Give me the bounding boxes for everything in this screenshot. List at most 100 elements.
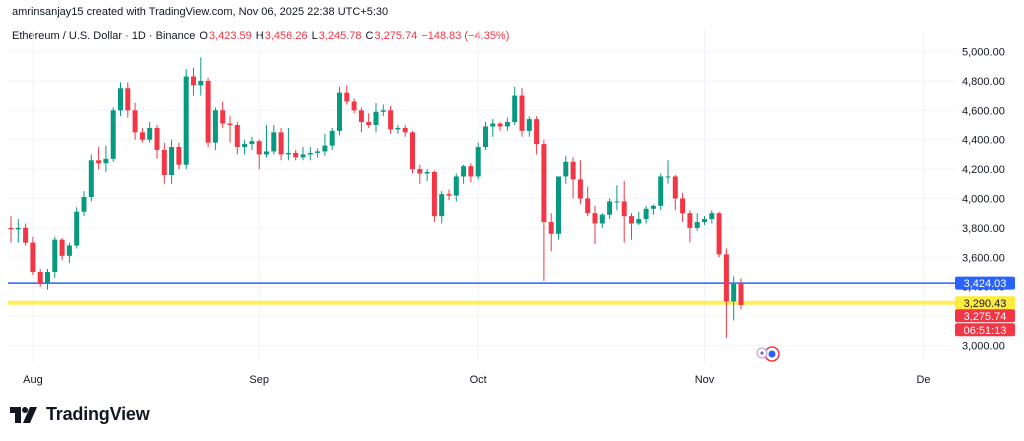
candle-body[interactable]: [548, 222, 554, 234]
candle-body[interactable]: [461, 166, 467, 177]
candle-body[interactable]: [103, 158, 109, 164]
candle-body[interactable]: [519, 95, 525, 131]
candle-body[interactable]: [125, 88, 131, 111]
candle-body[interactable]: [504, 122, 510, 127]
candle-body[interactable]: [52, 239, 58, 272]
candle-body[interactable]: [614, 201, 620, 203]
candle-body[interactable]: [147, 127, 153, 140]
candle-body[interactable]: [373, 111, 379, 125]
candle-body[interactable]: [483, 126, 488, 148]
candle-body[interactable]: [621, 201, 627, 217]
candle-body[interactable]: [198, 80, 204, 86]
candle-body[interactable]: [176, 147, 182, 165]
candle-body[interactable]: [234, 125, 240, 148]
tradingview-logo[interactable]: TradingView: [10, 404, 150, 425]
candle-body[interactable]: [687, 213, 693, 228]
candle-body[interactable]: [570, 161, 576, 180]
candle-body[interactable]: [66, 245, 72, 256]
candle-body[interactable]: [8, 227, 14, 230]
candle-body[interactable]: [169, 147, 175, 175]
candle-body[interactable]: [96, 160, 102, 164]
price-chart[interactable]: 3,000.003,200.003,400.003,600.003,800.00…: [0, 0, 1024, 395]
candle-body[interactable]: [672, 176, 678, 199]
candle-body[interactable]: [490, 123, 496, 127]
candle-body[interactable]: [242, 144, 248, 148]
candle-body[interactable]: [264, 151, 269, 155]
candle-body[interactable]: [402, 127, 408, 133]
candle-body[interactable]: [307, 152, 313, 155]
candle-body[interactable]: [191, 76, 196, 86]
candle-body[interactable]: [702, 219, 707, 223]
candle-body[interactable]: [45, 272, 50, 284]
candle-body[interactable]: [541, 144, 547, 223]
candle-body[interactable]: [81, 197, 87, 212]
candle-body[interactable]: [534, 119, 540, 145]
candle-body[interactable]: [731, 283, 737, 302]
candle-body[interactable]: [577, 179, 583, 199]
candle-body[interactable]: [256, 141, 262, 155]
candle-body[interactable]: [599, 214, 605, 224]
candle-body[interactable]: [220, 110, 226, 124]
candle-body[interactable]: [563, 161, 569, 177]
candle-body[interactable]: [497, 123, 503, 127]
candle-body[interactable]: [395, 127, 401, 130]
candle-body[interactable]: [358, 110, 364, 123]
candle-body[interactable]: [636, 219, 642, 224]
candle-body[interactable]: [723, 254, 729, 302]
candle-body[interactable]: [344, 92, 350, 102]
candle-body[interactable]: [410, 132, 415, 170]
candle-body[interactable]: [205, 80, 211, 143]
candle-body[interactable]: [322, 145, 328, 152]
candle-body[interactable]: [249, 141, 255, 145]
candle-body[interactable]: [118, 88, 123, 111]
candle-body[interactable]: [431, 172, 437, 217]
candle-body[interactable]: [88, 160, 94, 198]
candle-body[interactable]: [592, 213, 598, 224]
candle-body[interactable]: [161, 149, 167, 175]
candle-body[interactable]: [424, 172, 430, 174]
candle-body[interactable]: [439, 194, 445, 217]
candle-body[interactable]: [30, 242, 36, 272]
candle-body[interactable]: [388, 110, 394, 130]
candle-body[interactable]: [110, 110, 116, 159]
candle-body[interactable]: [738, 283, 744, 305]
candle-body[interactable]: [227, 123, 233, 125]
candle-body[interactable]: [329, 130, 335, 146]
candle-body[interactable]: [665, 176, 671, 178]
candle-body[interactable]: [680, 198, 686, 214]
candle-body[interactable]: [212, 110, 218, 143]
candle-body[interactable]: [366, 122, 372, 125]
candle-body[interactable]: [629, 216, 634, 224]
candle-body[interactable]: [512, 95, 518, 123]
candle-body[interactable]: [285, 152, 291, 155]
candle-body[interactable]: [556, 176, 561, 234]
candle-body[interactable]: [154, 127, 160, 150]
event-marker[interactable]: ✦: [756, 346, 780, 362]
candle-body[interactable]: [132, 110, 138, 133]
candle-body[interactable]: [453, 176, 459, 196]
candle-body[interactable]: [607, 201, 613, 215]
candle-body[interactable]: [74, 211, 80, 246]
candle-body[interactable]: [585, 198, 591, 214]
candle-body[interactable]: [271, 132, 277, 152]
candle-body[interactable]: [709, 213, 715, 220]
candle-body[interactable]: [315, 151, 321, 153]
candle-body[interactable]: [278, 132, 284, 155]
candle-body[interactable]: [526, 119, 532, 131]
candle-body[interactable]: [417, 169, 423, 174]
candle-body[interactable]: [37, 272, 43, 284]
candle-body[interactable]: [475, 147, 481, 177]
news-icon[interactable]: [756, 347, 768, 359]
candle-body[interactable]: [694, 222, 700, 228]
candle-body[interactable]: [643, 208, 649, 220]
candle-body[interactable]: [446, 194, 452, 196]
candle-body[interactable]: [380, 110, 386, 112]
candle-body[interactable]: [337, 92, 342, 131]
candle-body[interactable]: [23, 227, 29, 243]
candle-body[interactable]: [15, 227, 21, 230]
candle-body[interactable]: [650, 205, 656, 209]
candle-body[interactable]: [658, 176, 664, 206]
candle-body[interactable]: [139, 132, 145, 140]
candle-body[interactable]: [351, 101, 357, 111]
candle-body[interactable]: [716, 213, 722, 255]
